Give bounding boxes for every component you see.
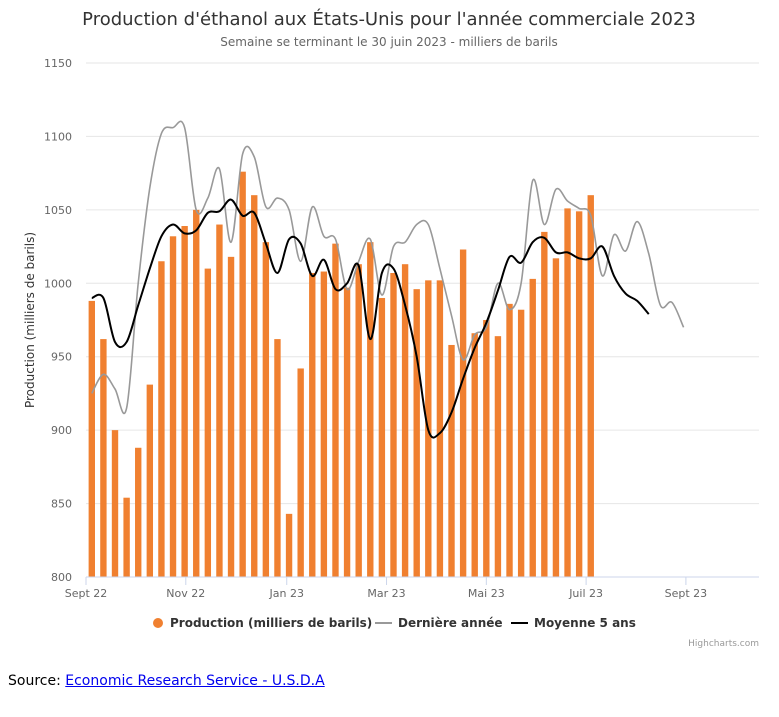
x-tick-label: Nov 22: [166, 587, 205, 600]
production-bar[interactable]: [483, 320, 490, 577]
production-bar[interactable]: [111, 430, 119, 577]
production-bar[interactable]: [216, 224, 223, 578]
y-tick-label: 900: [51, 424, 72, 437]
legend-item-last-year[interactable]: Dernière année: [375, 616, 503, 630]
production-bars: [88, 171, 594, 578]
production-bar[interactable]: [262, 242, 270, 577]
production-bar[interactable]: [378, 297, 386, 577]
ethanol-production-chart: Production d'éthanol aux États-Unis pour…: [23, 8, 759, 649]
source-line: Source: Economic Research Service - U.S.…: [8, 673, 325, 689]
legend-label-production: Production (milliers de barils): [170, 616, 372, 630]
last-year-line[interactable]: [91, 120, 685, 415]
production-bar[interactable]: [355, 264, 362, 577]
comparison-lines: [91, 120, 685, 439]
production-bar[interactable]: [471, 333, 478, 577]
legend-item-five-year-avg[interactable]: Moyenne 5 ans: [511, 616, 636, 630]
x-tick-label: Sept 23: [665, 587, 708, 600]
production-bar[interactable]: [239, 171, 246, 577]
y-tick-label: 800: [51, 571, 72, 584]
production-bar[interactable]: [274, 339, 281, 577]
y-tick-label: 1150: [44, 57, 72, 70]
production-bar[interactable]: [367, 242, 374, 577]
legend-marker-production: [153, 618, 163, 628]
legend-label-five-year-avg: Moyenne 5 ans: [534, 616, 636, 630]
production-bar[interactable]: [575, 211, 583, 577]
legend-item-production[interactable]: Production (milliers de barils): [153, 616, 372, 630]
chart-subtitle: Semaine se terminant le 30 juin 2023 - m…: [220, 35, 557, 49]
production-bar[interactable]: [158, 261, 165, 577]
x-tick-label: Jan 23: [269, 587, 304, 600]
production-bar[interactable]: [413, 289, 420, 577]
production-bar[interactable]: [146, 384, 154, 577]
y-tick-label: 850: [51, 498, 72, 511]
production-bar[interactable]: [448, 344, 455, 577]
production-bar[interactable]: [517, 309, 525, 577]
y-tick-label: 1000: [44, 277, 72, 290]
production-bar[interactable]: [309, 273, 316, 577]
chart-title: Production d'éthanol aux États-Unis pour…: [82, 8, 696, 30]
production-bar[interactable]: [401, 264, 409, 577]
highcharts-credits[interactable]: Highcharts.com: [688, 639, 759, 649]
production-bar[interactable]: [251, 195, 258, 577]
production-bar[interactable]: [227, 256, 235, 577]
production-bar[interactable]: [320, 271, 328, 577]
x-axis-ticks: Sept 22 Nov 22 Jan 23 Mar 23 Mai 23 Juil 23 Se…: [65, 577, 707, 600]
production-bar[interactable]: [343, 287, 351, 577]
legend: Production (milliers de barils) Dernière…: [153, 616, 636, 630]
source-link[interactable]: Economic Research Service - U.S.D.A: [65, 673, 325, 689]
y-axis-tick-labels: 800 850 900 950 1000 1050 1100 1150: [44, 57, 72, 584]
y-tick-label: 1050: [44, 204, 72, 217]
production-bar[interactable]: [587, 195, 594, 577]
production-bar[interactable]: [123, 497, 130, 577]
x-tick-label: Juil 23: [568, 587, 603, 600]
production-bar[interactable]: [181, 226, 188, 578]
production-bar[interactable]: [529, 278, 536, 577]
x-tick-label: Mar 23: [367, 587, 405, 600]
production-bar[interactable]: [204, 268, 212, 577]
x-tick-label: Sept 22: [65, 587, 108, 600]
production-bar[interactable]: [285, 513, 293, 577]
x-tick-label: Mai 23: [468, 587, 505, 600]
five-year-average-line[interactable]: [91, 198, 650, 439]
production-bar[interactable]: [88, 300, 95, 577]
source-prefix: Source:: [8, 673, 66, 689]
y-tick-label: 1100: [44, 130, 72, 143]
production-bar[interactable]: [541, 231, 548, 577]
production-bar[interactable]: [100, 339, 107, 577]
production-bar[interactable]: [135, 447, 142, 577]
production-bar[interactable]: [436, 280, 444, 577]
production-bar[interactable]: [297, 368, 304, 577]
y-axis-label: Production (milliers de barils): [23, 232, 37, 408]
production-bar[interactable]: [506, 303, 513, 577]
production-bar[interactable]: [169, 236, 177, 577]
production-bar[interactable]: [390, 273, 397, 577]
legend-label-last-year: Dernière année: [398, 616, 503, 630]
production-bar[interactable]: [332, 243, 339, 578]
production-bar[interactable]: [494, 336, 502, 577]
production-bar[interactable]: [193, 209, 200, 577]
y-tick-label: 950: [51, 351, 72, 364]
production-bar[interactable]: [459, 249, 467, 577]
production-bar[interactable]: [552, 258, 560, 577]
production-bar[interactable]: [564, 208, 571, 578]
